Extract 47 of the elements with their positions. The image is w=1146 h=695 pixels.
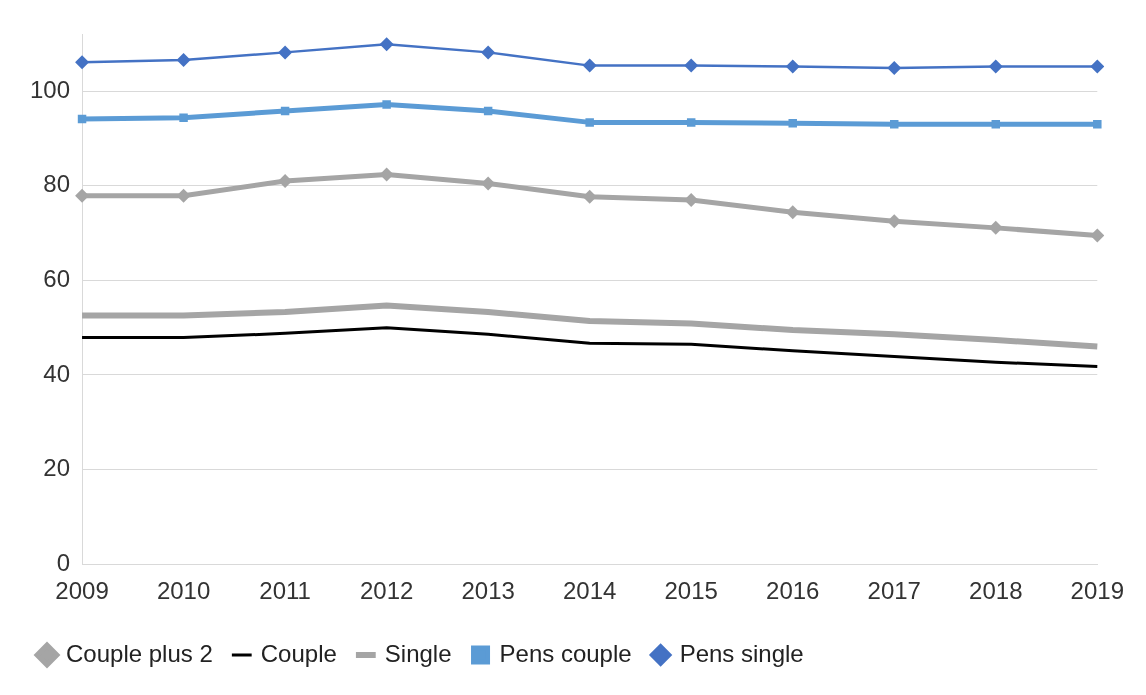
point bbox=[382, 100, 391, 109]
legend-label: Pens couple bbox=[499, 639, 632, 667]
point bbox=[991, 120, 1001, 129]
legend-label: Pens single bbox=[679, 639, 804, 667]
point bbox=[785, 59, 800, 74]
point bbox=[379, 167, 394, 182]
point bbox=[176, 52, 191, 67]
x-tick-label: 2013 bbox=[461, 577, 515, 605]
x-tick-label: 2015 bbox=[664, 577, 718, 605]
x-tick-label: 2009 bbox=[55, 577, 109, 605]
point bbox=[75, 55, 90, 70]
x-tick-label: 2018 bbox=[969, 577, 1023, 605]
x-tick-label: 2010 bbox=[156, 577, 211, 605]
point bbox=[988, 59, 1003, 74]
point bbox=[1090, 59, 1105, 74]
point bbox=[785, 205, 800, 220]
x-tick-label: 2014 bbox=[562, 577, 617, 605]
point bbox=[1090, 228, 1105, 243]
y-tick-label: 0 bbox=[56, 548, 71, 576]
point bbox=[481, 45, 496, 60]
point bbox=[684, 58, 699, 73]
point bbox=[481, 176, 496, 191]
legend-label: Couple plus 2 bbox=[66, 639, 213, 667]
point bbox=[582, 189, 597, 204]
y-tick-label: 80 bbox=[43, 170, 71, 198]
point bbox=[179, 113, 188, 122]
point bbox=[582, 58, 597, 73]
y-tick-label: 60 bbox=[43, 265, 71, 292]
point bbox=[788, 119, 797, 128]
x-tick-label: 2019 bbox=[1070, 577, 1124, 605]
legend-label: Couple bbox=[260, 639, 337, 667]
y-tick-label: 20 bbox=[43, 454, 71, 482]
point bbox=[585, 118, 594, 127]
x-tick-label: 2016 bbox=[766, 577, 820, 605]
point bbox=[686, 118, 696, 127]
point bbox=[684, 192, 699, 207]
legend-label: Single bbox=[384, 639, 452, 667]
point bbox=[887, 60, 902, 75]
point bbox=[278, 45, 293, 60]
point bbox=[1093, 120, 1102, 129]
x-tick-label: 2012 bbox=[359, 577, 414, 605]
point bbox=[379, 37, 394, 52]
x-tick-label: 2017 bbox=[867, 577, 921, 605]
y-tick-label: 40 bbox=[43, 359, 71, 387]
x-tick-label: 2011 bbox=[259, 577, 311, 605]
point bbox=[890, 120, 899, 129]
y-tick-label: 100 bbox=[30, 75, 71, 103]
